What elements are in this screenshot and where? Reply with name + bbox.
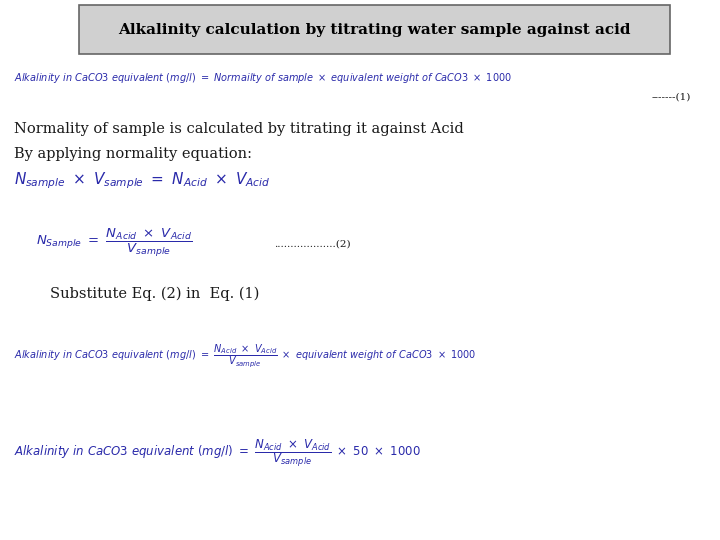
Text: $\mathit{Alkalinity\ in\ CaCO3\ equivalent\ (mg/l)\ =\ Normailty\ of\ sample\ \t: $\mathit{Alkalinity\ in\ CaCO3\ equivale… xyxy=(14,71,513,85)
Text: $N_{sample}\ \times\ V_{sample}\ =\ N_{Acid}\ \times\ V_{Acid}$: $N_{sample}\ \times\ V_{sample}\ =\ N_{A… xyxy=(14,171,271,191)
FancyBboxPatch shape xyxy=(79,5,670,54)
Text: By applying normality equation:: By applying normality equation: xyxy=(14,147,253,161)
Text: -------(1): -------(1) xyxy=(652,93,691,102)
Text: Alkalinity calculation by titrating water sample against acid: Alkalinity calculation by titrating wate… xyxy=(118,23,631,37)
Text: Substitute Eq. (2) in  Eq. (1): Substitute Eq. (2) in Eq. (1) xyxy=(50,287,260,301)
Text: $N_{Sample}\ =\ \dfrac{N_{Acid}\ \times\ V_{Acid}}{V_{sample}}$: $N_{Sample}\ =\ \dfrac{N_{Acid}\ \times\… xyxy=(36,227,192,259)
Text: Normality of sample is calculated by titrating it against Acid: Normality of sample is calculated by tit… xyxy=(14,122,464,136)
Text: $\mathit{Alkalinity\ in\ CaCO3\ equivalent\ (mg/l)\ =\ \dfrac{N_{Acid}\ \times\ : $\mathit{Alkalinity\ in\ CaCO3\ equivale… xyxy=(14,438,421,469)
Text: $\mathit{Alkalinity\ in\ CaCO3\ equivalent\ (mg/l)\ =\ \dfrac{N_{Acid}\ \times\ : $\mathit{Alkalinity\ in\ CaCO3\ equivale… xyxy=(14,343,477,370)
Text: ...................(2): ...................(2) xyxy=(274,240,350,248)
